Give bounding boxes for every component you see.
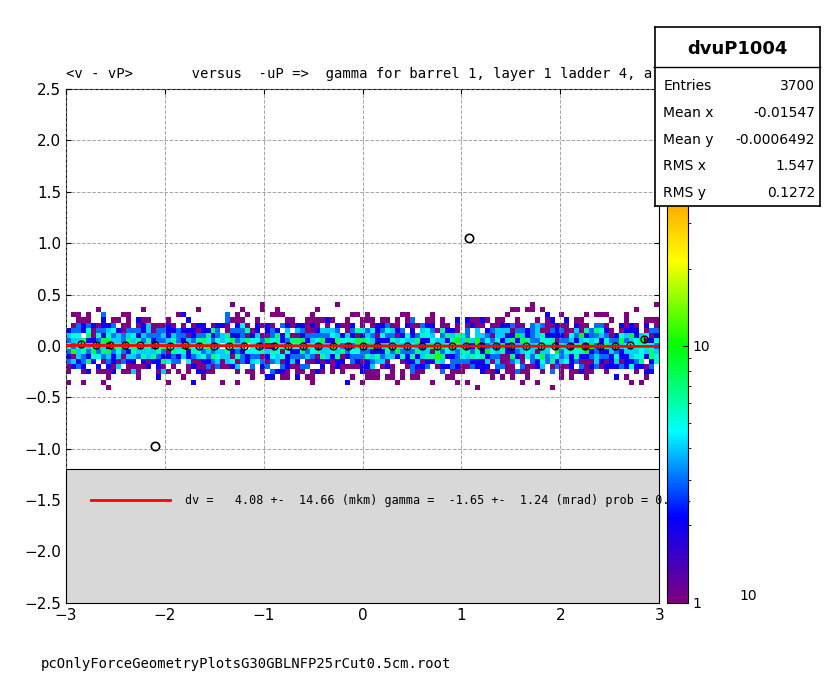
- Text: 0.1272: 0.1272: [766, 186, 815, 200]
- Bar: [66, 469, 659, 603]
- Text: Mean y: Mean y: [663, 133, 714, 147]
- Text: pcOnlyForceGeometryPlotsG30GBLNFP25rCut0.5cm.root: pcOnlyForceGeometryPlotsG30GBLNFP25rCut0…: [41, 658, 452, 671]
- Text: -0.01547: -0.01547: [753, 106, 815, 120]
- Text: 10: 10: [740, 589, 757, 603]
- Text: -0.0006492: -0.0006492: [736, 133, 815, 147]
- Text: dv =   4.08 +-  14.66 (mkm) gamma =  -1.65 +-  1.24 (mrad) prob = 0.324: dv = 4.08 +- 14.66 (mkm) gamma = -1.65 +…: [185, 494, 691, 506]
- Text: <v - vP>       versus  -uP =>  gamma for barrel 1, layer 1 ladder 4, all wafers: <v - vP> versus -uP => gamma for barrel …: [66, 67, 728, 81]
- Text: dvuP1004: dvuP1004: [687, 40, 788, 58]
- Text: RMS x: RMS x: [663, 160, 706, 173]
- Text: Mean x: Mean x: [663, 106, 714, 120]
- Text: RMS y: RMS y: [663, 186, 706, 200]
- Text: 1.547: 1.547: [775, 160, 815, 173]
- Text: Entries: Entries: [663, 79, 712, 93]
- Text: 3700: 3700: [780, 79, 815, 93]
